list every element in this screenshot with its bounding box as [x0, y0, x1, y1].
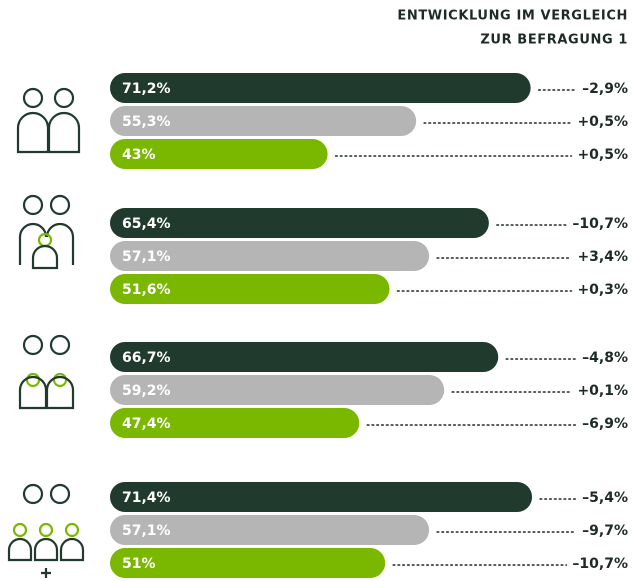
change-label: +3,4%	[577, 249, 628, 265]
value-label: 51,6%	[122, 282, 171, 298]
bar	[110, 106, 417, 136]
bar	[110, 342, 499, 372]
icon-family-2	[18, 334, 75, 410]
value-label: 43%	[122, 147, 156, 163]
bar	[110, 548, 386, 578]
header-line: ENTWICKLUNG IM VERGLEICH	[397, 9, 628, 24]
bar	[110, 375, 445, 405]
change-label: –6,9%	[582, 416, 628, 432]
bar	[110, 241, 430, 271]
change-label: +0,5%	[577, 147, 628, 163]
bar	[110, 408, 360, 438]
change-label: –10,7%	[572, 556, 628, 572]
change-label: –10,7%	[572, 216, 628, 232]
header-line: ZUR BEFRAGUNG 1	[480, 33, 628, 48]
icon-family-1	[18, 194, 75, 270]
change-label: +0,3%	[577, 282, 628, 298]
value-label: 57,1%	[122, 249, 171, 265]
change-label: –4,8%	[582, 350, 628, 366]
bar	[110, 208, 489, 238]
value-label: 55,3%	[122, 114, 171, 130]
icon-couple	[16, 87, 81, 154]
change-label: –9,7%	[582, 523, 628, 539]
bar	[110, 274, 390, 304]
change-label: +0,5%	[577, 114, 628, 130]
change-label: +0,1%	[577, 383, 628, 399]
value-label: 66,7%	[122, 350, 171, 366]
value-label: 47,4%	[122, 416, 171, 432]
change-label: –5,4%	[582, 490, 628, 506]
change-label: –2,9%	[582, 81, 628, 97]
icon-family-3	[7, 483, 85, 578]
value-label: 57,1%	[122, 523, 171, 539]
value-label: 51%	[122, 556, 156, 572]
value-label: 71,4%	[122, 490, 171, 506]
value-label: 59,2%	[122, 383, 171, 399]
value-label: 71,2%	[122, 81, 171, 97]
bar	[110, 73, 531, 103]
bar	[110, 139, 328, 169]
bar	[110, 482, 533, 512]
bar	[110, 515, 430, 545]
value-label: 65,4%	[122, 216, 171, 232]
